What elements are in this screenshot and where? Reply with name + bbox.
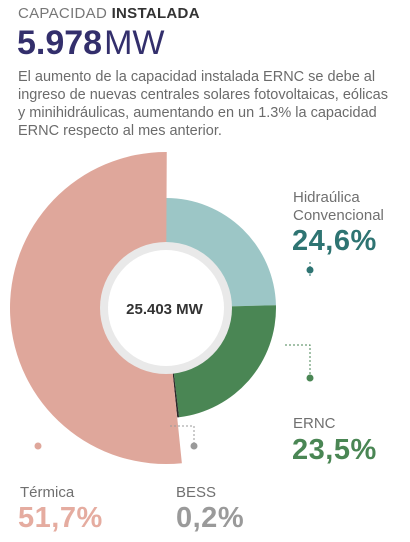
termica-leader-dot xyxy=(34,442,42,450)
header-description: El aumento de la capacidad instalada ERN… xyxy=(18,69,388,139)
capacity-value: 5.978 xyxy=(17,24,103,62)
ernc-leader xyxy=(285,344,311,378)
slice-hidra-lica-convencional xyxy=(166,198,276,307)
header-kicker: CAPACIDAD INSTALADA xyxy=(18,5,200,22)
slice-ernc xyxy=(171,305,276,418)
leader-lines xyxy=(34,262,314,450)
termica-value: 51,7% xyxy=(18,502,103,534)
ernc-value: 23,5% xyxy=(292,434,377,466)
termica-label: Térmica xyxy=(20,484,75,501)
kicker-bold: INSTALADA xyxy=(111,5,200,22)
hidraulica-label: Hidraúlica Convencional xyxy=(293,189,384,225)
ernc-leader-dot xyxy=(306,374,314,382)
slice-t-rmica xyxy=(10,152,182,465)
capacity-total: 5.978MW xyxy=(17,22,165,64)
hidraulica-label-line-2: Convencional xyxy=(293,207,384,224)
bess-leader xyxy=(170,425,195,444)
donut-center-label: 25.403 MW xyxy=(126,301,203,318)
kicker-light: CAPACIDAD xyxy=(18,5,108,22)
ernc-label: ERNC xyxy=(293,415,336,432)
capacity-unit: MW xyxy=(104,24,165,62)
inner-hole xyxy=(108,250,224,366)
donut-slices xyxy=(10,152,276,465)
bess-label: BESS xyxy=(176,484,217,501)
bess-leader-dot xyxy=(190,442,198,450)
hidraulica-label-line-1: Hidraúlica xyxy=(293,189,360,206)
bess-value: 0,2% xyxy=(176,502,245,534)
hidraulica-value: 24,6% xyxy=(292,225,377,257)
hidraulica-leader-dot xyxy=(306,266,314,274)
